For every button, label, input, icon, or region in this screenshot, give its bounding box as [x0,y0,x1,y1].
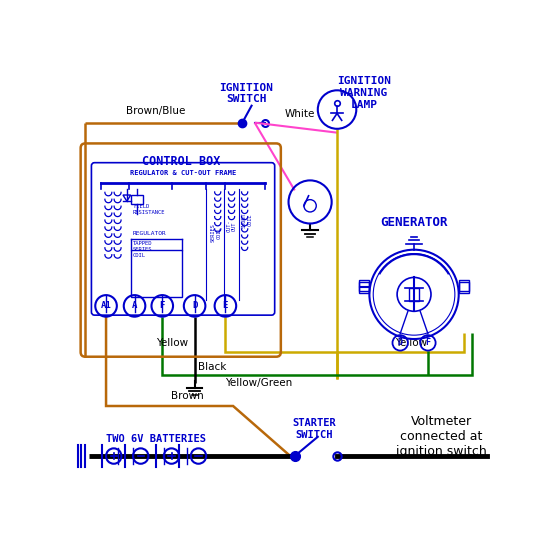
Text: CONTROL BOX: CONTROL BOX [142,156,220,169]
Bar [130,195,143,204]
Text: White: White [284,109,315,119]
Text: IGNITION
WARNING
LAMP: IGNITION WARNING LAMP [337,76,391,110]
Text: F: F [160,301,165,310]
Text: Yellow: Yellow [395,338,427,348]
Text: Yellow/Green: Yellow/Green [225,377,293,388]
Text: Voltmeter
connected at
ignition switch: Voltmeter connected at ignition switch [395,416,487,458]
Text: IGNITION
SWITCH: IGNITION SWITCH [219,82,273,104]
Bar [459,282,469,293]
Bar [358,281,370,291]
Text: F: F [426,338,431,347]
Text: Brown: Brown [171,391,204,400]
Text: SERIES
COIL: SERIES COIL [211,223,222,242]
Text: CUT-
OUT: CUT- OUT [226,220,237,232]
Text: REGULATOR: REGULATOR [133,231,167,236]
Text: E: E [223,301,228,310]
Text: Brown/Blue: Brown/Blue [127,106,186,116]
Bar [409,288,419,301]
Text: TAPPED
SERIES
COIL: TAPPED SERIES COIL [133,241,152,258]
Bar [132,250,181,297]
Text: STARTER
SWITCH: STARTER SWITCH [292,418,336,440]
Text: TWO 6V BATTERIES: TWO 6V BATTERIES [106,434,206,444]
Text: A1: A1 [101,301,111,310]
Bar [459,281,469,291]
Text: REGULATOR & CUT-OUT FRAME: REGULATOR & CUT-OUT FRAME [130,170,236,176]
Text: FIELD
RESISTANCE: FIELD RESISTANCE [133,204,166,215]
Text: Yellow: Yellow [156,338,188,348]
Text: Black: Black [198,362,227,372]
Bar [358,282,370,293]
Text: D: D [398,338,403,347]
Text: D: D [192,301,197,310]
Text: SHUNT
COIL: SHUNT COIL [241,212,253,227]
Text: A: A [132,301,137,310]
Text: GENERATOR: GENERATOR [380,216,448,229]
